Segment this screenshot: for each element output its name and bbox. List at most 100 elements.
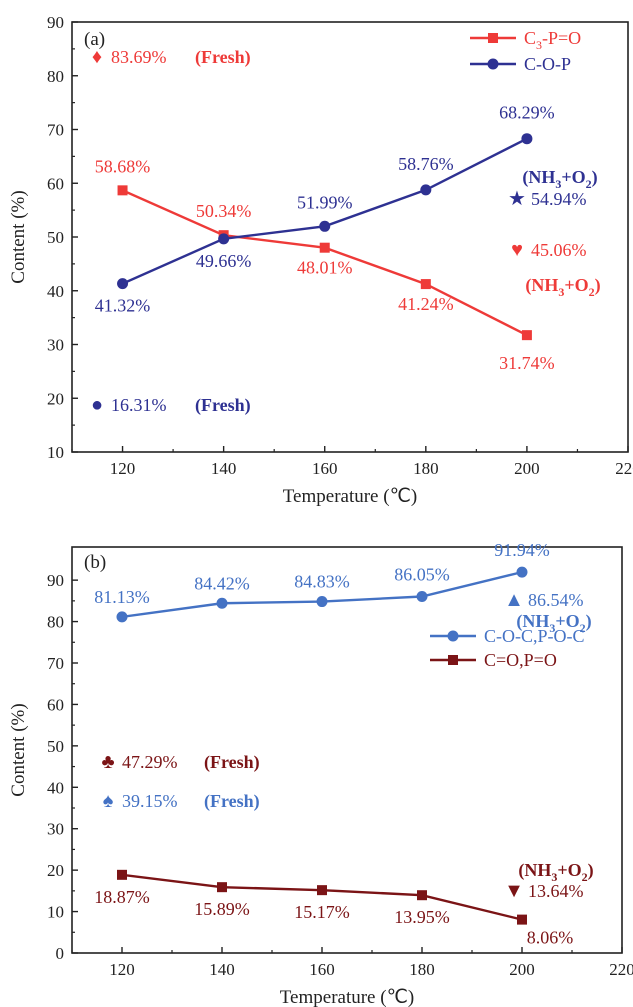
annotation: ♠ 39.15% (Fresh): [103, 790, 260, 812]
annotation-value: 39.15%: [122, 791, 178, 811]
data-label: 84.42%: [194, 573, 250, 593]
data-label: 91.94%: [494, 540, 550, 560]
y-tick-label: 50: [47, 737, 64, 756]
annotation-tag: (NH3+O2): [525, 275, 600, 299]
data-point: [316, 596, 328, 608]
annotation: ▼ 13.64%(NH3+O2): [504, 860, 594, 902]
legend-label: C-O-P: [524, 54, 571, 74]
data-point: [517, 914, 527, 925]
y-tick-label: 90: [47, 571, 64, 590]
data-point: [420, 279, 431, 290]
annotation-symbol: ★: [508, 188, 526, 210]
data-point: [417, 890, 427, 901]
annotation-symbol: ♠: [103, 790, 114, 812]
annotation-symbol: ♦: [92, 46, 102, 68]
data-point: [217, 882, 227, 893]
data-point: [416, 591, 428, 603]
legend-label: C=O,P=O: [484, 650, 557, 670]
legend-label: C3-P=O: [524, 28, 581, 52]
series-C-O-P: 41.32% 49.66% 51.99% 58.76% 68.29%: [95, 103, 555, 316]
data-point: [319, 220, 331, 232]
y-tick-label: 10: [47, 443, 64, 462]
y-tick-label: 50: [47, 228, 64, 247]
y-tick-label: 80: [47, 613, 64, 632]
data-label: 49.66%: [196, 251, 252, 271]
series-C=O,P=O: 18.87% 15.89% 15.17% 13.95% 8.06%: [94, 869, 573, 948]
annotation-tag: (NH3+O2): [516, 611, 591, 635]
legend-marker: [488, 33, 498, 43]
x-tick-label: 160: [309, 960, 335, 979]
legend-label: C-O-C,P-O-C: [484, 626, 585, 646]
data-label: 41.24%: [398, 294, 454, 314]
data-label: 84.83%: [294, 572, 350, 592]
data-label: 86.05%: [394, 565, 450, 585]
panel-label: (a): [84, 29, 105, 50]
annotation-tag: (Fresh): [195, 395, 251, 416]
x-tick-label: 180: [413, 459, 439, 478]
data-label: 41.32%: [95, 296, 151, 316]
panel-label: (b): [84, 552, 106, 573]
legend: C3-P=OC-O-P: [470, 28, 581, 74]
y-tick-label: 20: [47, 389, 64, 408]
y-tick-label: 30: [47, 820, 64, 839]
x-tick-label: 140: [211, 459, 237, 478]
y-tick-label: 30: [47, 336, 64, 355]
y-axis-label: Content (%): [8, 703, 29, 796]
data-label: 51.99%: [297, 192, 353, 212]
data-label: 68.29%: [499, 103, 555, 123]
y-tick-label: 90: [47, 13, 64, 32]
annotation-symbol: ▲: [504, 589, 524, 611]
chart-panel-b: 120 140 160 180 200 220 0 10 20 30 40 50 60 70 80 90 Tem…: [8, 540, 633, 1007]
annotation-value: 86.54%: [528, 590, 584, 610]
data-label: 58.68%: [95, 156, 151, 176]
annotation: ♣ 47.29% (Fresh): [101, 751, 259, 773]
x-tick-label: 160: [312, 459, 338, 478]
y-tick-label: 10: [47, 903, 64, 922]
y-tick-label: 20: [47, 861, 64, 880]
annotation-value: 13.64%: [528, 881, 584, 901]
data-label: 15.17%: [294, 902, 350, 922]
data-point: [218, 233, 230, 245]
data-point: [516, 566, 528, 578]
y-tick-label: 0: [56, 944, 65, 963]
annotation-tag: (Fresh): [204, 791, 260, 812]
annotation-symbol: ♥: [511, 239, 523, 261]
x-tick-label: 200: [514, 459, 540, 478]
annotation: ★ 54.94%(NH3+O2): [508, 167, 598, 210]
annotation-value: 47.29%: [122, 752, 178, 772]
data-point: [521, 330, 532, 341]
x-tick-label: 140: [209, 960, 235, 979]
data-point: [319, 242, 330, 253]
annotation-symbol: ♣: [101, 751, 114, 773]
x-tick-label: 200: [509, 960, 535, 979]
data-point: [317, 885, 327, 896]
annotation-symbol: ▼: [504, 880, 524, 902]
annotation: ▲ 86.54%(NH3+O2): [504, 589, 592, 635]
annotation-value: 45.06%: [531, 240, 587, 260]
y-tick-label: 80: [47, 67, 64, 86]
chart-panel-a: 120 140 160 180 200 220 10 20 30 40 50 60 70 80 90 Temp…: [8, 13, 633, 507]
y-axis-label: Content (%): [8, 190, 29, 283]
data-label: 31.74%: [499, 353, 555, 373]
legend-marker: [487, 58, 499, 70]
data-label: 58.76%: [398, 154, 454, 174]
annotation: ♦ 83.69% (Fresh): [92, 46, 251, 68]
annotation-tag: (NH3+O2): [522, 167, 597, 191]
data-label: 50.34%: [196, 201, 252, 221]
series-C3-P=O: 58.68% 50.34% 48.01% 41.24% 31.74%: [95, 156, 555, 373]
legend: C-O-C,P-O-C C=O,P=O: [430, 626, 585, 670]
annotation-tag: (NH3+O2): [518, 860, 593, 884]
y-tick-label: 60: [47, 695, 64, 714]
data-label: 81.13%: [94, 587, 150, 607]
data-point: [216, 597, 228, 609]
legend-marker: [448, 655, 458, 665]
data-point: [117, 185, 128, 196]
data-label: 48.01%: [297, 258, 353, 278]
data-point: [117, 869, 127, 880]
annotation-value: 54.94%: [531, 189, 587, 209]
annotation-symbol: ●: [91, 394, 103, 416]
annotation: ♥ 45.06% (NH3+O2): [511, 239, 601, 299]
legend-marker: [447, 630, 459, 642]
data-point: [117, 278, 129, 290]
annotation: ● 16.31% (Fresh): [91, 394, 251, 416]
